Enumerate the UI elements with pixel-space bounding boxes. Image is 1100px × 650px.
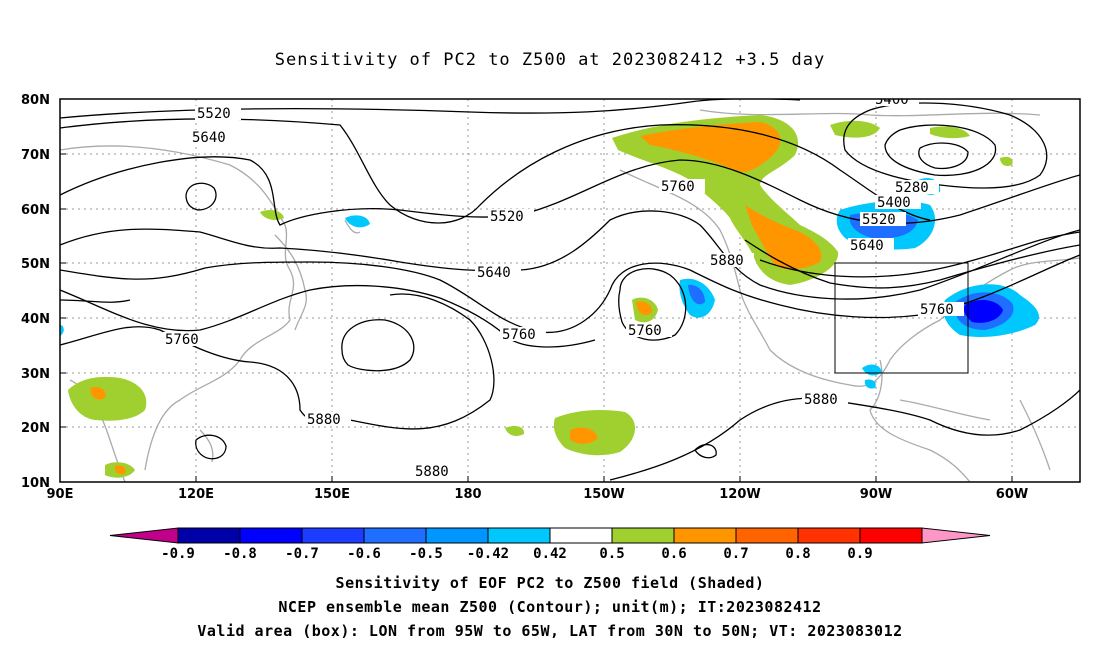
colorbar-label: 0.42 xyxy=(533,546,567,562)
contour-label: 5520 xyxy=(860,212,906,228)
colorbar-label: 0.9 xyxy=(847,546,872,562)
contour-label: 5760 xyxy=(626,323,672,339)
contour-labels: 5400 5520 5640 5760 5880 5280 5400 5520 … xyxy=(163,92,964,480)
caption-line-2: NCEP ensemble mean Z500 (Contour); unit(… xyxy=(278,598,822,616)
colorbar-segment xyxy=(735,527,799,544)
colorbar-label: -0.8 xyxy=(223,546,257,562)
lon-label: 120E xyxy=(178,487,214,502)
contour-label: 5400 xyxy=(873,92,919,108)
contour-label: 5880 xyxy=(802,392,848,408)
contour-label: 5640 xyxy=(848,238,894,254)
coastlines xyxy=(60,109,1080,482)
contour-label: 5760 xyxy=(500,327,546,343)
svg-text:5640: 5640 xyxy=(477,265,511,281)
contour-label: 5640 xyxy=(190,130,236,146)
svg-text:5640: 5640 xyxy=(192,130,226,146)
colorbar-segment xyxy=(301,527,365,544)
contour-label: 5520 xyxy=(488,209,534,225)
colorbar-segment xyxy=(425,527,489,544)
contour-label: 5760 xyxy=(659,179,705,195)
lon-label: 90E xyxy=(47,487,74,502)
positive-sensitivity-shading xyxy=(68,115,1013,478)
lat-label: 60N xyxy=(21,203,50,218)
lon-label: 120W xyxy=(719,487,760,502)
contour-label: 5520 xyxy=(195,106,241,122)
caption-line-1: Sensitivity of EOF PC2 to Z500 field (Sh… xyxy=(335,574,765,592)
lat-label: 40N xyxy=(21,312,50,327)
caption-line-3: Valid area (box): LON from 95W to 65W, L… xyxy=(197,622,903,640)
colorbar-left-arrow xyxy=(109,527,179,544)
svg-text:5880: 5880 xyxy=(804,392,838,408)
lat-label: 80N xyxy=(21,93,50,108)
lon-label: 60W xyxy=(996,487,1028,502)
svg-text:5400: 5400 xyxy=(875,92,909,108)
svg-text:5760: 5760 xyxy=(628,323,662,339)
contour-label: 5880 xyxy=(708,253,754,269)
lat-label: 30N xyxy=(21,367,50,382)
svg-text:5880: 5880 xyxy=(307,412,341,428)
lon-label: 150W xyxy=(583,487,624,502)
colorbar-label: 0.7 xyxy=(723,546,748,562)
latitude-labels: 80N 70N 60N 50N 40N 30N 20N 10N xyxy=(21,93,50,491)
colorbar-label: 0.6 xyxy=(661,546,686,562)
colorbar-label: 0.8 xyxy=(785,546,810,562)
colorbar-segment xyxy=(859,527,923,544)
svg-text:5520: 5520 xyxy=(197,106,231,122)
svg-text:5760: 5760 xyxy=(502,327,536,343)
svg-text:5760: 5760 xyxy=(920,302,954,318)
lat-label: 20N xyxy=(21,421,50,436)
lon-label: 150E xyxy=(314,487,350,502)
svg-text:5880: 5880 xyxy=(415,464,449,480)
colorbar-label: -0.6 xyxy=(347,546,381,562)
map-title: Sensitivity of PC2 to Z500 at 2023082412… xyxy=(274,50,826,70)
colorbar-segment xyxy=(487,527,551,544)
lat-label: 10N xyxy=(21,476,50,491)
colorbar-label: -0.7 xyxy=(285,546,319,562)
svg-text:5400: 5400 xyxy=(877,195,911,211)
lat-label: 50N xyxy=(21,257,50,272)
contour-label: 5400 xyxy=(875,195,921,211)
colorbar-label: 0.5 xyxy=(599,546,624,562)
contour-label: 5880 xyxy=(305,412,351,428)
valid-area-box xyxy=(834,262,969,374)
colorbar-segment xyxy=(549,527,613,544)
lat-label: 70N xyxy=(21,148,50,163)
colorbar-label: -0.5 xyxy=(409,546,443,562)
colorbar-segment xyxy=(363,527,427,544)
colorbar: -0.9 -0.8 -0.7 -0.6 -0.5 -0.42 0.42 0.5 0.6 0.7 0.… xyxy=(109,527,991,562)
svg-text:5280: 5280 xyxy=(895,180,929,196)
svg-text:5520: 5520 xyxy=(862,212,896,228)
svg-text:5760: 5760 xyxy=(661,179,695,195)
contour-label: 5640 xyxy=(475,265,521,281)
colorbar-segment xyxy=(673,527,737,544)
colorbar-segment xyxy=(177,527,241,544)
colorbar-label: -0.9 xyxy=(161,546,195,562)
lon-label: 180 xyxy=(454,487,481,502)
svg-text:5520: 5520 xyxy=(490,209,524,225)
svg-text:5640: 5640 xyxy=(850,238,884,254)
lon-label: 90W xyxy=(860,487,892,502)
contour-label: 5760 xyxy=(163,332,209,348)
svg-text:5880: 5880 xyxy=(710,253,744,269)
contour-label: 5280 xyxy=(893,180,939,196)
contour-label: 5760 xyxy=(918,302,964,318)
colorbar-right-arrow xyxy=(921,527,991,544)
longitude-labels: 90E 120E 150E 180 150W 120W 90W 60W xyxy=(47,487,1029,502)
svg-text:5760: 5760 xyxy=(165,332,199,348)
colorbar-segment xyxy=(611,527,675,544)
colorbar-segment xyxy=(239,527,303,544)
colorbar-label: -0.42 xyxy=(467,546,509,562)
axis-ticks xyxy=(60,98,1013,483)
contour-label: 5880 xyxy=(413,464,459,480)
colorbar-segment xyxy=(797,527,861,544)
